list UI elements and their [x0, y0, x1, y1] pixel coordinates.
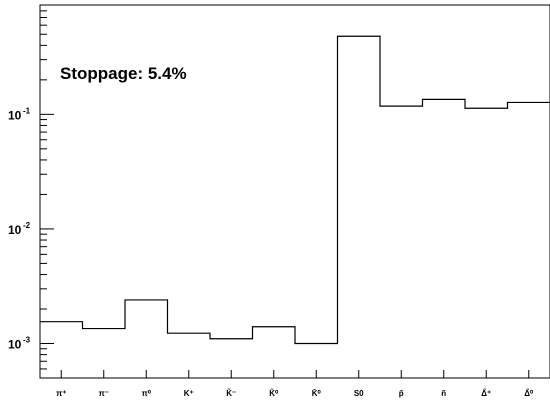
histogram-series-line — [40, 35, 550, 345]
x-category-label: Δ̃⁺ — [481, 389, 491, 398]
x-category-label: p̃ — [399, 389, 404, 398]
y-tick-label-exponent: -1 — [23, 106, 31, 115]
y-axis-labels: 10-310-210-1 — [8, 106, 31, 351]
x-category-label: S0 — [354, 389, 364, 398]
x-axis-labels: π⁺ π⁻ π⁰ K⁺ K̃⁻ K̃⁰ K̄⁰ S0 p̃ ñ Δ̃⁺ Δ̃⁰ — [56, 389, 534, 398]
stoppage-annotation: Stoppage: 5.4% — [60, 64, 187, 83]
plot-frame — [39, 4, 550, 379]
y-tick-label-base: 10 — [8, 223, 22, 237]
x-category-label: π⁰ — [142, 389, 152, 398]
y-tick-label-exponent: -2 — [23, 221, 31, 230]
x-category-label: K̃⁻ — [226, 389, 236, 398]
y-tick-label-base: 10 — [8, 108, 22, 122]
x-category-label: ñ — [441, 389, 446, 398]
x-category-label: π⁻ — [99, 389, 109, 398]
x-category-label: K̄⁰ — [312, 389, 322, 398]
x-category-label: K⁺ — [184, 389, 194, 398]
x-axis-ticks — [60, 370, 530, 378]
x-category-label: π⁺ — [56, 389, 66, 398]
y-axis-ticks — [40, 4, 54, 379]
x-category-label: K̃⁰ — [269, 389, 279, 398]
y-tick-label-exponent: -3 — [23, 336, 31, 345]
y-tick-label-base: 10 — [8, 338, 22, 352]
x-category-label: Δ̃⁰ — [524, 389, 534, 398]
